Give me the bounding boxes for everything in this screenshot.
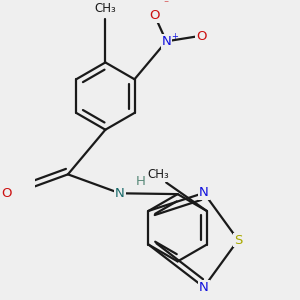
Text: ⁻: ⁻ xyxy=(164,0,169,9)
Text: O: O xyxy=(2,187,12,200)
Text: N: N xyxy=(199,186,209,200)
Text: H: H xyxy=(136,175,146,188)
Text: S: S xyxy=(234,234,242,247)
Text: N: N xyxy=(161,35,171,48)
Text: N: N xyxy=(199,281,209,294)
Text: O: O xyxy=(196,30,206,43)
Text: CH₃: CH₃ xyxy=(147,168,169,181)
Text: O: O xyxy=(149,9,160,22)
Text: N: N xyxy=(115,187,125,200)
Text: CH₃: CH₃ xyxy=(94,2,116,15)
Text: +: + xyxy=(171,32,178,41)
